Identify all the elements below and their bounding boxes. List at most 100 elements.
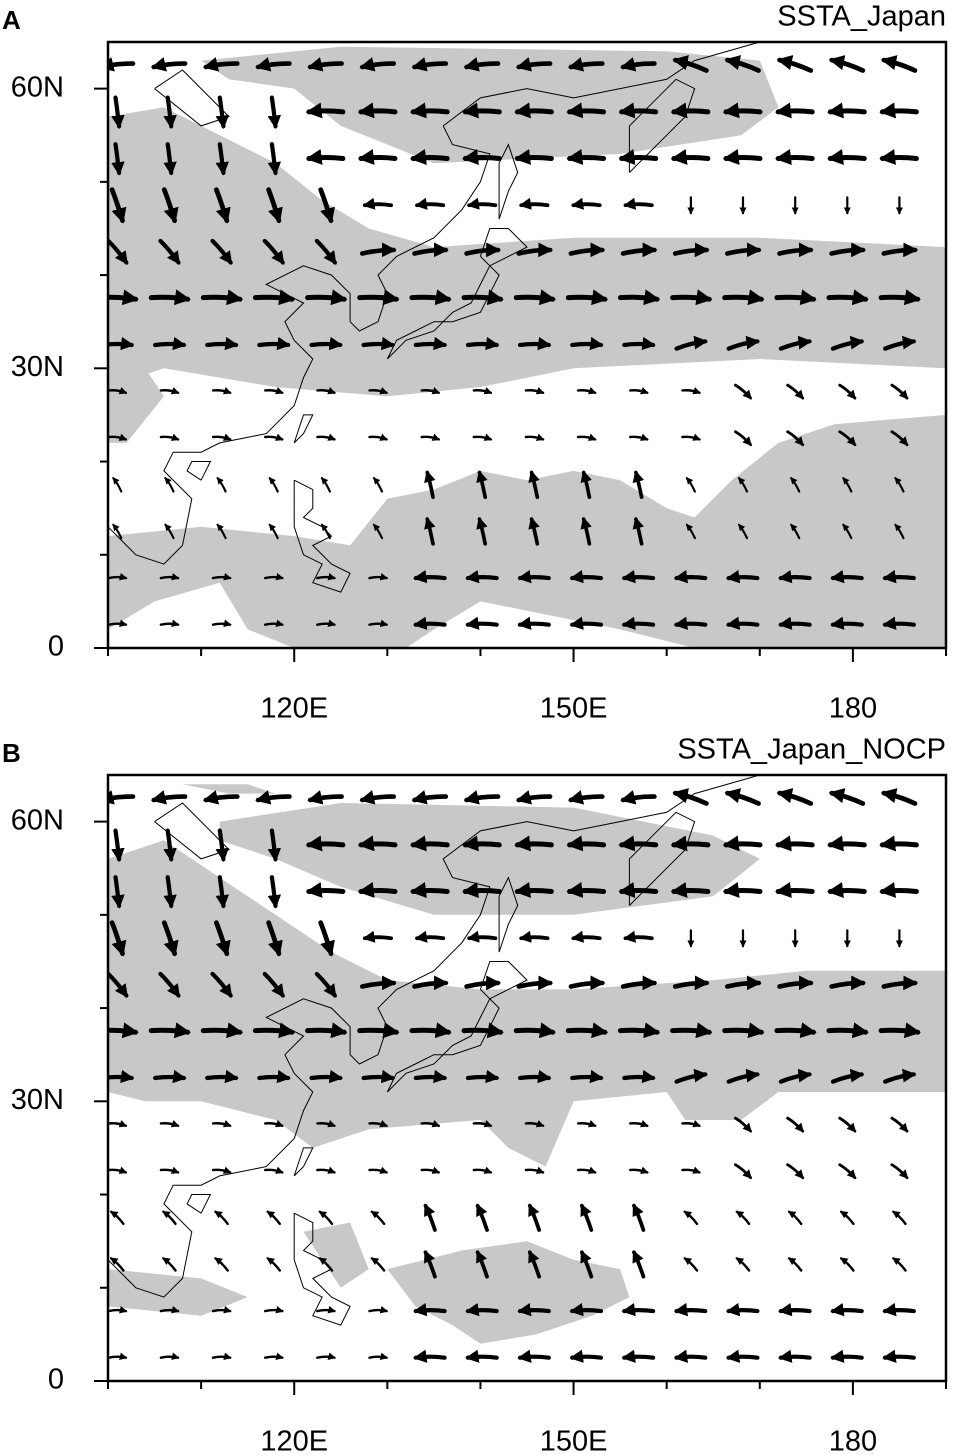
wind-arrow bbox=[424, 470, 436, 500]
wind-arrow bbox=[466, 197, 498, 210]
wind-arrow bbox=[775, 882, 815, 898]
coastline bbox=[154, 802, 230, 860]
wind-arrow bbox=[462, 882, 502, 898]
wind-arrow bbox=[159, 1166, 180, 1174]
wind-arrow bbox=[670, 882, 711, 898]
wind-arrow bbox=[108, 1120, 128, 1128]
wind-arrow bbox=[733, 1116, 753, 1133]
coastline bbox=[628, 811, 696, 906]
wind-arrow bbox=[314, 971, 337, 998]
wind-arrow bbox=[882, 1302, 916, 1317]
coastline bbox=[108, 42, 760, 565]
wind-arrow bbox=[528, 516, 540, 546]
wind-arrow bbox=[524, 433, 545, 441]
wind-arrow bbox=[672, 975, 710, 991]
map-area bbox=[108, 775, 946, 1363]
wind-arrow bbox=[681, 1120, 701, 1128]
wind-arrow bbox=[838, 383, 857, 400]
wind-arrow bbox=[621, 1349, 656, 1363]
wind-arrow bbox=[423, 1203, 437, 1232]
wind-arrow bbox=[830, 616, 864, 630]
wind-arrow bbox=[515, 790, 553, 805]
wind-arrow bbox=[316, 433, 336, 441]
wind-arrow bbox=[368, 387, 388, 395]
wind-arrow bbox=[722, 882, 763, 898]
wind-arrow bbox=[570, 336, 604, 351]
wind-arrow bbox=[623, 197, 654, 210]
wind-arrow bbox=[307, 57, 344, 72]
wind-arrow bbox=[517, 1069, 552, 1084]
wind-arrow bbox=[216, 477, 227, 493]
wind-arrow bbox=[476, 470, 488, 500]
wind-arrow bbox=[108, 238, 129, 265]
coastline bbox=[186, 1194, 212, 1214]
significance-shading bbox=[108, 840, 946, 1167]
wind-arrow bbox=[257, 336, 291, 351]
wind-arrow bbox=[268, 477, 279, 493]
wind-arrow bbox=[108, 572, 128, 581]
wind-arrow bbox=[108, 387, 128, 395]
wind-arrow bbox=[316, 1120, 336, 1128]
wind-arrow bbox=[883, 335, 917, 351]
wind-arrow bbox=[268, 523, 279, 540]
wind-arrow bbox=[894, 477, 905, 493]
wind-arrow bbox=[838, 430, 857, 447]
wind-arrow bbox=[774, 289, 817, 306]
wind-arrow bbox=[670, 1022, 713, 1039]
wind-arrow bbox=[778, 616, 812, 630]
wind-arrow bbox=[524, 387, 545, 395]
wind-arrow bbox=[828, 55, 866, 73]
wind-arrow bbox=[569, 1349, 604, 1363]
wind-arrow bbox=[842, 477, 853, 493]
wind-arrow bbox=[410, 149, 450, 165]
wind-arrow bbox=[621, 569, 656, 584]
wind-arrow bbox=[618, 102, 659, 119]
wind-arrow bbox=[878, 289, 921, 306]
y-tick-label: 60N bbox=[11, 804, 64, 836]
wind-arrow bbox=[725, 616, 760, 630]
wind-arrow bbox=[411, 57, 449, 72]
wind-arrow bbox=[576, 387, 597, 395]
wind-arrow bbox=[215, 828, 229, 862]
wind-arrow bbox=[890, 430, 909, 447]
wind-arrow bbox=[632, 516, 645, 546]
wind-arrow bbox=[357, 149, 398, 165]
wind-arrow bbox=[569, 616, 604, 630]
wind-arrow bbox=[370, 1257, 386, 1272]
wind-arrow bbox=[413, 1349, 447, 1363]
wind-arrow bbox=[566, 882, 607, 898]
wind-arrow bbox=[214, 1257, 229, 1272]
wind-arrow bbox=[778, 1068, 813, 1084]
wind-arrow bbox=[368, 1166, 388, 1174]
significance-shading bbox=[303, 1222, 369, 1288]
wind-arrow bbox=[618, 882, 659, 898]
x-tick-label: 150E bbox=[540, 1426, 608, 1455]
wind-arrow bbox=[163, 95, 177, 129]
wind-arrow bbox=[517, 616, 551, 630]
wind-arrow bbox=[790, 477, 801, 493]
wind-arrow bbox=[465, 336, 500, 351]
wind-arrow bbox=[735, 1257, 751, 1272]
wind-arrow bbox=[514, 149, 554, 165]
wind-arrow bbox=[307, 790, 344, 805]
wind-arrow bbox=[359, 975, 397, 991]
wind-arrow bbox=[267, 875, 282, 909]
wind-arrow bbox=[424, 516, 436, 546]
wind-arrow bbox=[462, 835, 502, 852]
wind-arrow bbox=[263, 1166, 284, 1174]
wind-arrow bbox=[108, 971, 129, 998]
wind-arrow bbox=[674, 1068, 708, 1084]
significance-shading bbox=[219, 803, 760, 915]
wind-arrow bbox=[879, 149, 919, 165]
plot-frame bbox=[106, 40, 948, 650]
wind-arrow bbox=[368, 1120, 388, 1128]
wind-arrow bbox=[882, 1349, 916, 1363]
wind-arrow bbox=[838, 1163, 857, 1180]
wind-arrow bbox=[620, 790, 657, 805]
wind-arrow bbox=[685, 523, 696, 540]
wind-arrow bbox=[320, 477, 331, 493]
wind-arrow bbox=[527, 1250, 541, 1279]
wind-arrow bbox=[255, 790, 292, 805]
wind-arrow bbox=[618, 149, 659, 165]
wind-arrow bbox=[305, 289, 348, 306]
